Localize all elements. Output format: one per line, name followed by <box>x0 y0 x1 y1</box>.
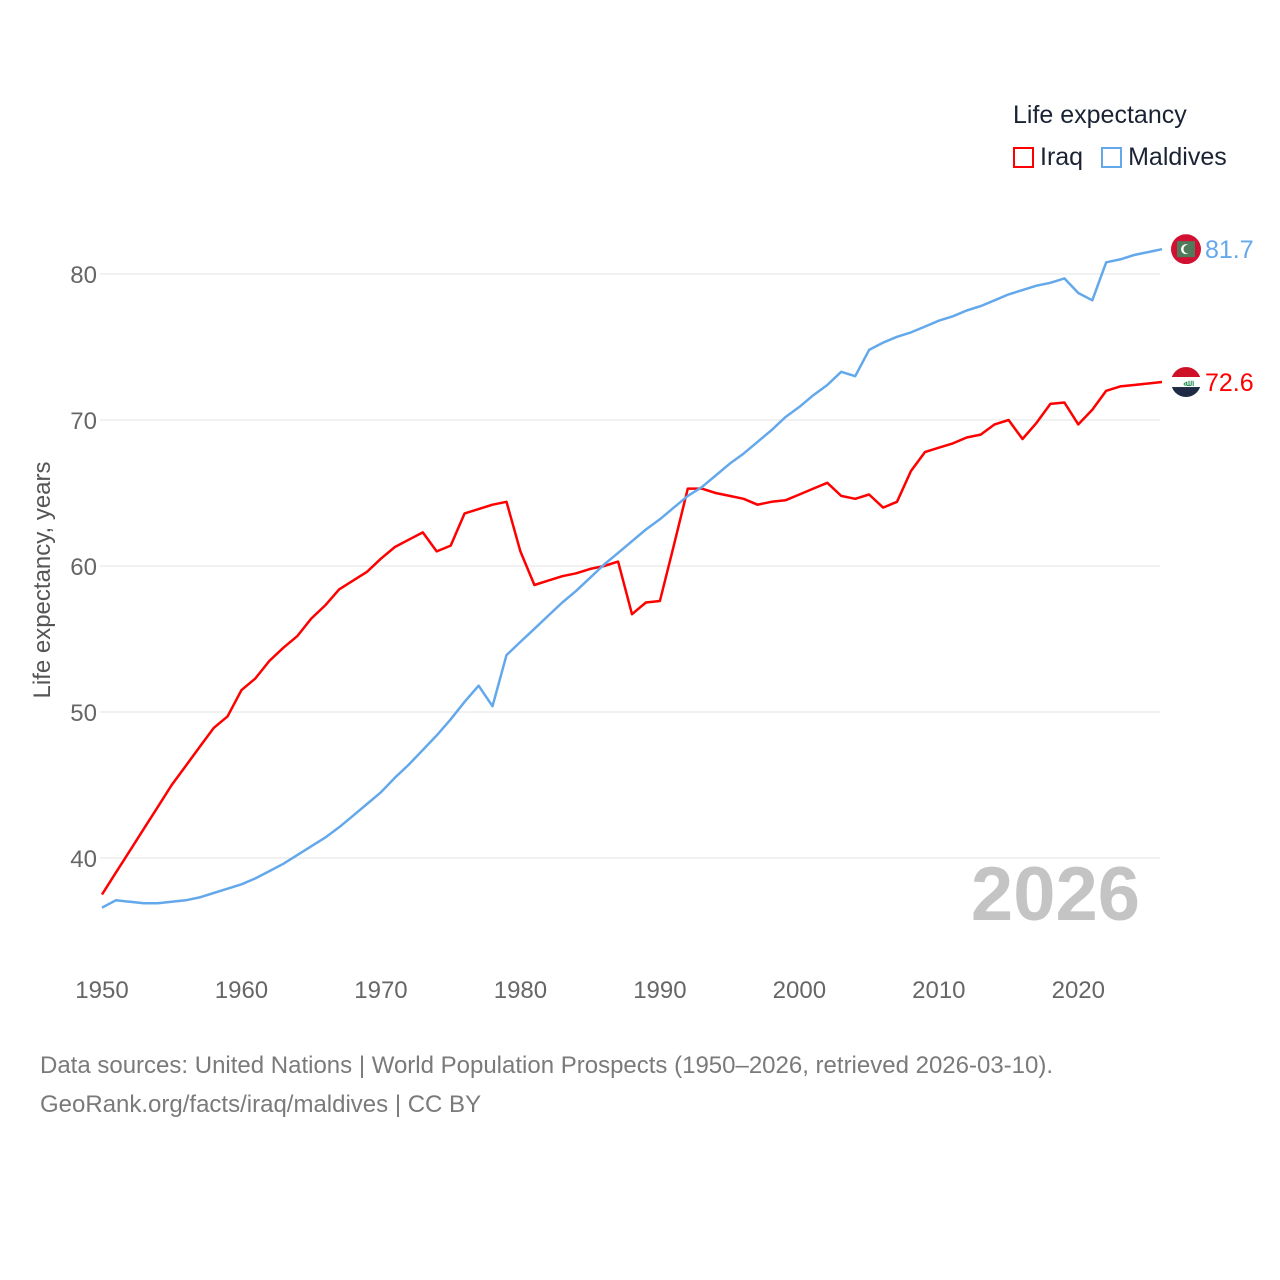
y-tick-label: 40 <box>70 846 97 873</box>
legend-swatch-iraq <box>1013 147 1034 168</box>
series-line-iraq <box>100 380 1163 896</box>
legend: Iraq Maldives <box>1013 143 1227 172</box>
end-value-label-maldives: 81.7 <box>1205 236 1254 264</box>
end-value-label-iraq: 72.6 <box>1205 369 1254 397</box>
y-axis-label: Life expectancy, years <box>29 461 56 698</box>
legend-item-iraq[interactable]: Iraq <box>1013 143 1083 172</box>
x-tick-label: 2000 <box>773 977 826 1004</box>
x-tick-label: 1990 <box>633 977 686 1004</box>
y-tick-label: 80 <box>70 262 97 289</box>
year-label: 2026 <box>971 852 1140 937</box>
source-line-2[interactable]: GeoRank.org/facts/iraq/maldives | CC BY <box>40 1091 482 1118</box>
legend-swatch-maldives <box>1101 147 1123 168</box>
x-tick-label: 1950 <box>75 977 128 1004</box>
legend-label-iraq: Iraq <box>1040 143 1084 171</box>
y-tick-label: 70 <box>70 408 97 435</box>
source-note: Data sources: United Nations | World Pop… <box>40 1046 1053 1124</box>
y-tick-label: 50 <box>70 700 97 727</box>
source-line-1: Data sources: United Nations | World Pop… <box>40 1052 1054 1079</box>
x-tick-label: 1980 <box>494 977 547 1004</box>
x-tick-label: 1970 <box>354 977 407 1004</box>
x-tick-label: 1960 <box>215 977 268 1004</box>
flag-icon-iraq: ﷲ <box>1171 367 1201 398</box>
x-tick-label: 2020 <box>1052 977 1105 1004</box>
legend-title: Life expectancy <box>1013 101 1187 129</box>
y-tick-label: 60 <box>70 554 97 581</box>
x-tick-label: 2010 <box>912 977 965 1004</box>
legend-label-maldives: Maldives <box>1128 143 1227 171</box>
series-line-maldives <box>101 247 1163 909</box>
legend-item-maldives[interactable]: Maldives <box>1101 143 1227 172</box>
flag-icon-maldives <box>1171 234 1201 265</box>
